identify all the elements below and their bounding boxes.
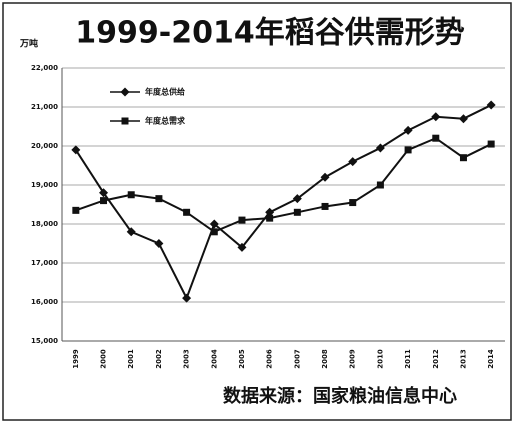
data-point — [458, 114, 468, 124]
source: 数据来源：国家粮油信息中心 — [223, 385, 457, 407]
data-point — [431, 112, 441, 122]
x-tick-label: 2005 — [238, 349, 246, 369]
data-point — [349, 199, 357, 207]
y-tick-label: 20,000 — [31, 142, 58, 150]
data-point — [486, 100, 496, 110]
data-point — [100, 197, 108, 205]
data-point — [99, 188, 109, 198]
x-tick-label: 2000 — [100, 349, 108, 369]
y-tick-label: 17,000 — [31, 259, 58, 267]
y-tick-label: 18,000 — [31, 220, 58, 228]
series-line — [75, 137, 492, 233]
data-point — [209, 219, 219, 229]
x-tick-label: 2010 — [376, 349, 384, 369]
data-point — [459, 154, 467, 162]
data-point — [376, 181, 384, 189]
data-point — [321, 202, 329, 210]
x-tick-label: 2008 — [321, 349, 329, 369]
x-tick-label: 2001 — [127, 349, 135, 369]
x-tick-label: 2011 — [404, 349, 412, 369]
data-point — [403, 125, 413, 135]
data-point — [320, 172, 330, 182]
y-tick-label: 19,000 — [31, 181, 58, 189]
legend-label: 年度总需求 — [145, 116, 186, 126]
data-point — [210, 228, 218, 236]
data-point — [238, 216, 246, 224]
x-tick-label: 2009 — [349, 349, 357, 369]
data-point — [72, 206, 80, 214]
data-point — [432, 134, 440, 142]
x-tick-label: 2006 — [266, 349, 274, 369]
data-point — [127, 191, 135, 199]
x-tick-label: 2002 — [155, 349, 163, 369]
data-point — [265, 207, 275, 217]
data-point — [182, 293, 192, 303]
y-tick-label: 16,000 — [31, 298, 58, 306]
data-point — [293, 208, 301, 216]
data-point — [266, 214, 274, 222]
legend-marker — [121, 117, 129, 125]
data-point — [404, 146, 412, 154]
x-tick-label: 2004 — [210, 349, 218, 369]
data-point — [154, 239, 164, 248]
data-point — [237, 242, 247, 252]
data-point — [155, 195, 163, 203]
y-tick-label: 22,000 — [31, 64, 58, 72]
data-point — [183, 208, 191, 216]
data-point — [71, 145, 81, 155]
y-tick-label: 21,000 — [31, 103, 58, 111]
y-tick-label: 15,000 — [31, 337, 58, 345]
x-tick-label: 2013 — [459, 349, 467, 369]
y-unit: 万吨 — [19, 38, 38, 50]
data-point — [126, 227, 136, 237]
legend-label: 年度总供给 — [145, 87, 185, 97]
x-tick-label: 2014 — [487, 349, 495, 369]
series-line — [75, 104, 492, 301]
legend-marker — [120, 87, 130, 97]
data-point — [375, 143, 385, 153]
chart-title: 1999-2014年稻谷供需形势 — [75, 16, 464, 51]
data-point — [348, 157, 358, 167]
x-tick-label: 2012 — [432, 349, 440, 369]
data-point — [292, 194, 302, 204]
x-tick-label: 1999 — [72, 349, 80, 369]
data-point — [487, 140, 495, 148]
x-tick-label: 2007 — [293, 349, 301, 369]
x-tick-label: 2003 — [183, 349, 191, 369]
